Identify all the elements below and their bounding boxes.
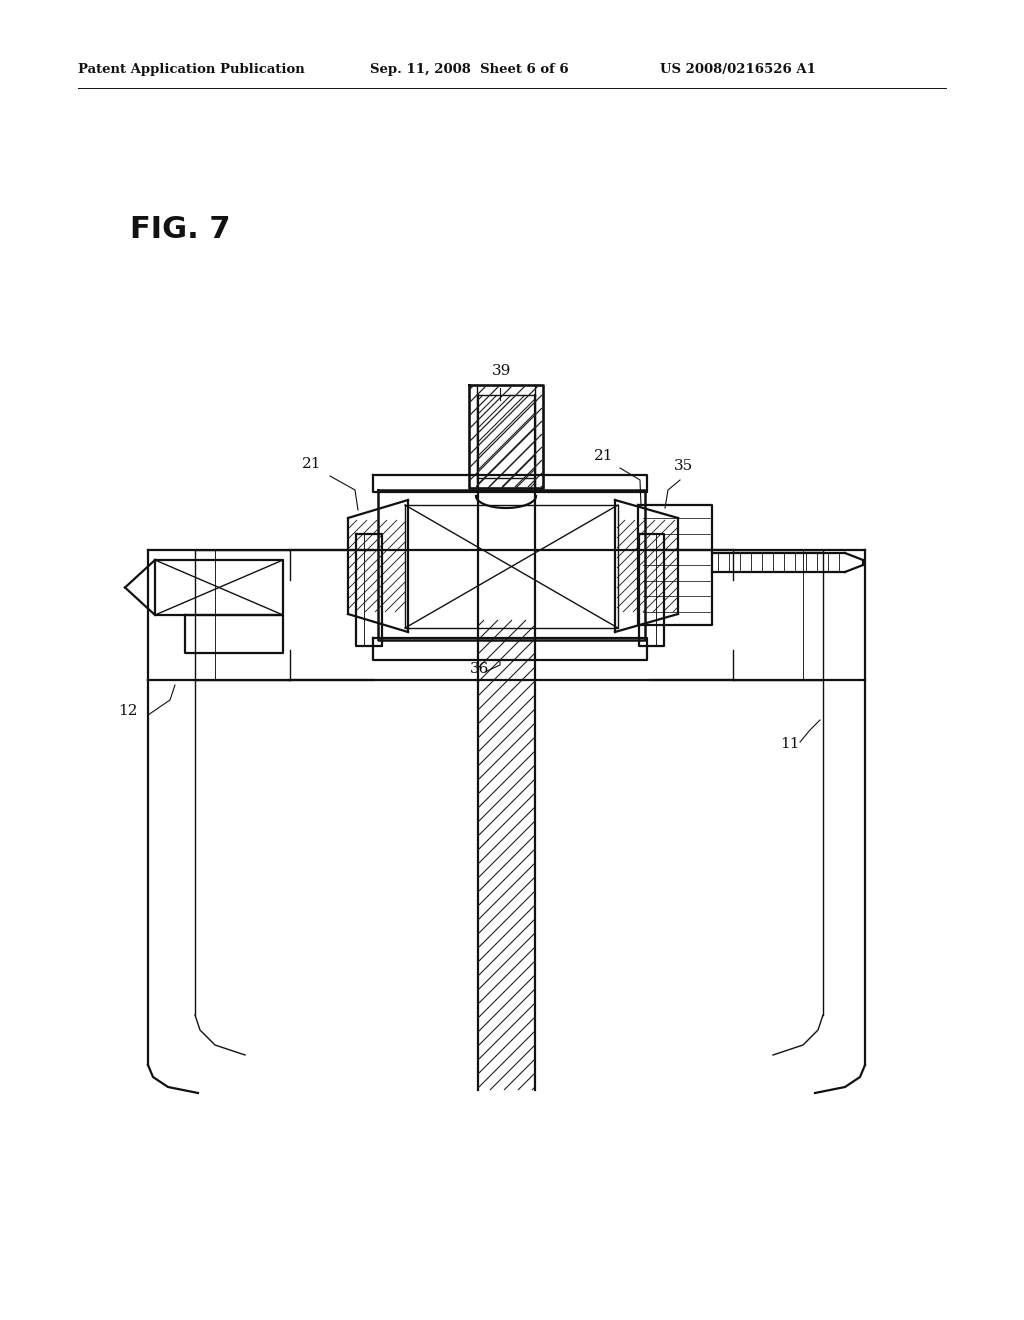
Text: 39: 39: [492, 364, 511, 378]
Text: 36: 36: [470, 663, 489, 676]
Text: 11: 11: [780, 737, 800, 751]
Text: 21: 21: [302, 457, 322, 471]
Text: 12: 12: [118, 704, 137, 718]
Text: 35: 35: [674, 459, 693, 473]
Text: Sep. 11, 2008  Sheet 6 of 6: Sep. 11, 2008 Sheet 6 of 6: [370, 63, 568, 77]
Text: FIG. 7: FIG. 7: [130, 215, 230, 244]
Text: US 2008/0216526 A1: US 2008/0216526 A1: [660, 63, 816, 77]
Text: 21: 21: [594, 449, 613, 463]
Text: Patent Application Publication: Patent Application Publication: [78, 63, 305, 77]
